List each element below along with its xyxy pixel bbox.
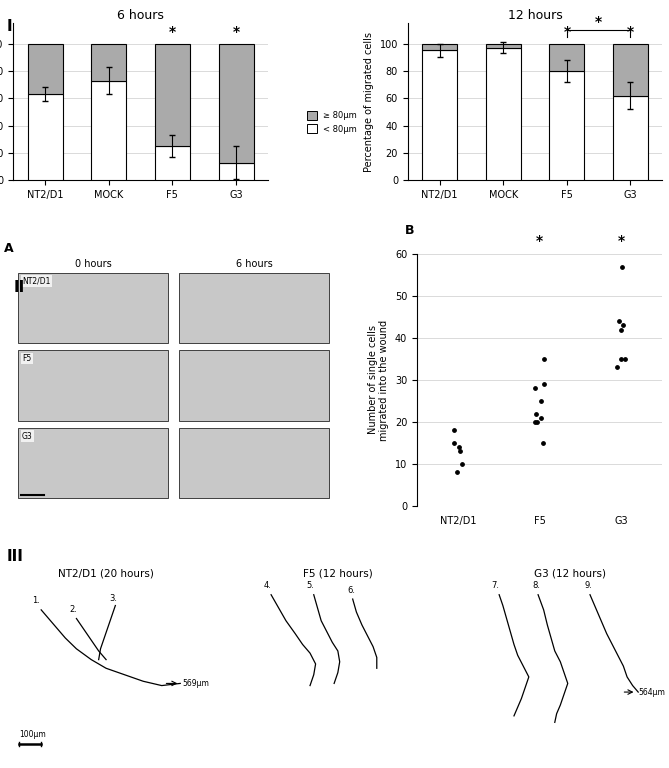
Text: II: II — [13, 280, 25, 296]
Bar — [155, 44, 190, 146]
Text: NT2/D1: NT2/D1 — [22, 276, 50, 286]
Text: I: I — [7, 19, 12, 35]
Point — [539, 353, 550, 365]
Title: 12 hours: 12 hours — [508, 9, 563, 22]
Bar — [613, 95, 648, 180]
Bar — [486, 44, 520, 48]
Point — [535, 412, 546, 424]
Text: 2.: 2. — [69, 605, 77, 614]
Point — [457, 458, 468, 470]
Bar — [179, 350, 329, 421]
Text: III: III — [7, 549, 23, 564]
Bar — [155, 146, 190, 180]
Point — [449, 424, 460, 436]
Bar — [27, 44, 63, 94]
Text: *: * — [169, 25, 176, 39]
Text: 6 hours: 6 hours — [235, 259, 272, 269]
Title: 6 hours: 6 hours — [117, 9, 164, 22]
Point — [617, 260, 628, 273]
Text: F5: F5 — [22, 354, 31, 363]
Point — [539, 378, 549, 390]
Point — [611, 361, 622, 373]
Bar — [27, 94, 63, 180]
Y-axis label: Percentage of migrated cells: Percentage of migrated cells — [364, 31, 374, 172]
Point — [617, 319, 628, 332]
Text: 3.: 3. — [110, 594, 118, 603]
Point — [530, 382, 541, 395]
Bar — [613, 44, 648, 95]
Text: 4.: 4. — [264, 581, 272, 591]
Text: 5.: 5. — [306, 581, 314, 591]
Bar — [422, 51, 457, 180]
Bar — [91, 81, 126, 180]
Bar — [91, 44, 126, 81]
Text: *: * — [618, 233, 625, 248]
Text: 6.: 6. — [347, 585, 355, 594]
Bar — [18, 350, 168, 421]
Text: 0 hours: 0 hours — [75, 259, 112, 269]
Text: A: A — [4, 241, 13, 254]
Point — [614, 315, 625, 327]
Text: *: * — [627, 25, 634, 39]
Bar — [486, 48, 520, 180]
Point — [449, 437, 460, 449]
Point — [530, 415, 541, 428]
Title: G3 (12 hours): G3 (12 hours) — [534, 569, 605, 579]
Point — [531, 415, 542, 428]
Point — [455, 445, 466, 458]
Title: NT2/D1 (20 hours): NT2/D1 (20 hours) — [58, 569, 154, 579]
Bar — [18, 273, 168, 343]
Text: 564μm: 564μm — [638, 687, 665, 697]
Bar — [18, 428, 168, 498]
Point — [616, 353, 627, 365]
Text: 1.: 1. — [32, 597, 39, 605]
Point — [454, 441, 464, 453]
Bar — [422, 44, 457, 51]
Text: 8.: 8. — [533, 581, 541, 591]
Point — [619, 353, 630, 365]
Text: *: * — [563, 25, 571, 39]
Text: 100μm: 100μm — [19, 730, 45, 740]
Text: G3: G3 — [22, 432, 33, 441]
Bar — [179, 428, 329, 498]
Text: *: * — [536, 233, 543, 248]
Point — [452, 466, 462, 478]
Title: F5 (12 hours): F5 (12 hours) — [303, 569, 373, 579]
Text: B: B — [405, 224, 414, 237]
Text: *: * — [233, 25, 240, 39]
Y-axis label: Number of single cells
migrated into the wound: Number of single cells migrated into the… — [368, 319, 389, 441]
Text: *: * — [595, 15, 602, 29]
Bar — [179, 273, 329, 343]
Point — [615, 323, 626, 336]
Point — [535, 395, 546, 407]
Bar — [219, 44, 254, 163]
Text: 9.: 9. — [585, 581, 592, 591]
Bar — [549, 71, 585, 180]
Point — [537, 437, 548, 449]
Legend: ≥ 80μm, < 80μm: ≥ 80μm, < 80μm — [303, 108, 361, 137]
Bar — [549, 44, 585, 71]
Text: 569μm: 569μm — [182, 679, 209, 688]
Point — [531, 407, 541, 419]
Text: 7.: 7. — [492, 581, 500, 591]
Bar — [219, 163, 254, 180]
